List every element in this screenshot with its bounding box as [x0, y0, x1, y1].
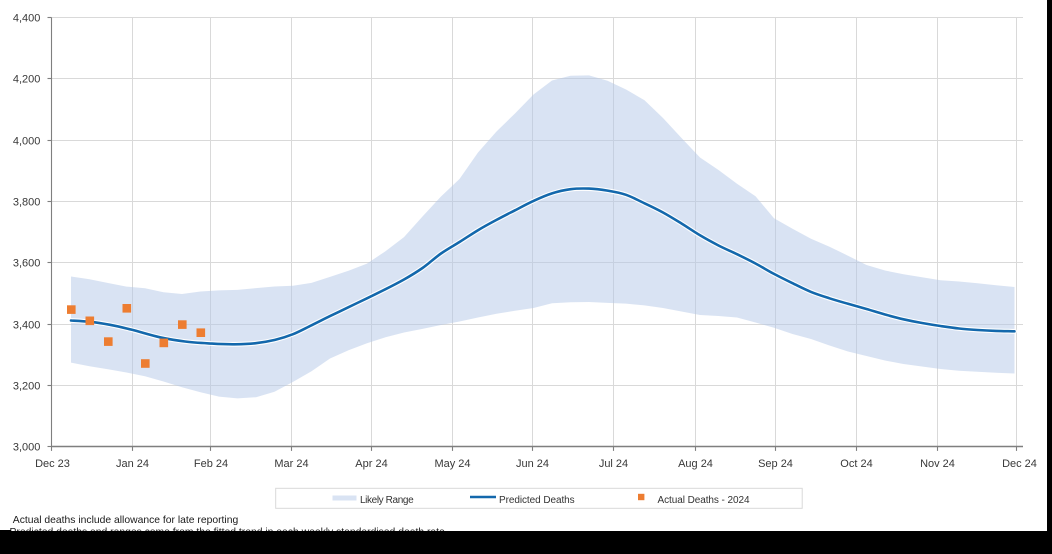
svg-text:Mar 24: Mar 24: [274, 458, 308, 470]
svg-text:Oct 24: Oct 24: [840, 458, 872, 470]
svg-text:Apr 24: Apr 24: [355, 458, 387, 470]
svg-text:Likely Range: Likely Range: [360, 495, 414, 506]
svg-text:3,400: 3,400: [13, 319, 41, 331]
svg-text:Actual Deaths - 2024: Actual Deaths - 2024: [658, 495, 750, 506]
svg-text:3,000: 3,000: [13, 441, 41, 453]
svg-text:3,200: 3,200: [13, 380, 41, 392]
svg-text:Predicted Deaths: Predicted Deaths: [499, 495, 575, 506]
svg-text:Aug 24: Aug 24: [678, 458, 713, 470]
svg-text:Dec 24: Dec 24: [1002, 458, 1037, 470]
svg-text:4,200: 4,200: [13, 73, 41, 85]
svg-text:4,400: 4,400: [13, 12, 41, 24]
svg-text:4,000: 4,000: [13, 135, 41, 147]
svg-text:Actual deaths include allowanc: Actual deaths include allowance for late…: [13, 515, 239, 526]
svg-text:Sep 24: Sep 24: [758, 458, 793, 470]
svg-text:3,600: 3,600: [13, 257, 41, 269]
svg-text:May 24: May 24: [434, 458, 470, 470]
svg-text:Jun 24: Jun 24: [516, 458, 549, 470]
svg-text:Jul 24: Jul 24: [599, 458, 628, 470]
svg-text:Dec 23: Dec 23: [35, 458, 70, 470]
svg-text:Jan 24: Jan 24: [116, 458, 149, 470]
svg-text:Feb 24: Feb 24: [194, 458, 228, 470]
svg-text:Nov 24: Nov 24: [920, 458, 955, 470]
svg-text:3,800: 3,800: [13, 196, 41, 208]
